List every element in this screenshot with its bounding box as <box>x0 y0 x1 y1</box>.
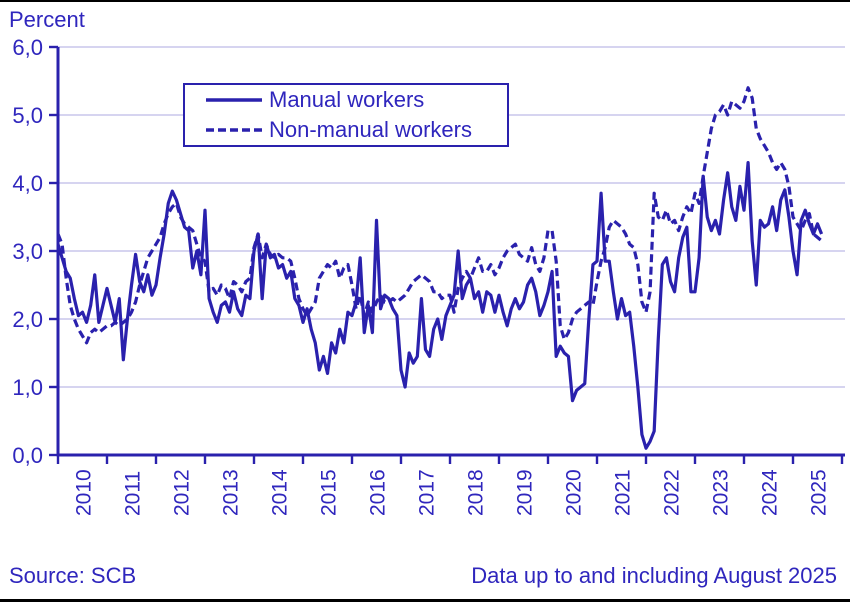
source-note: Source: SCB <box>9 563 137 588</box>
dashed-line-sample-icon <box>206 128 262 132</box>
manual-workers-line <box>56 161 824 450</box>
x-tick-label: 2013 <box>220 469 243 516</box>
y-axis-title: Percent <box>9 7 85 32</box>
y-tick-label: 1,0 <box>12 375 43 400</box>
x-tick-label: 2017 <box>416 469 439 516</box>
y-tick-label: 0,0 <box>12 443 43 468</box>
y-tick-label: 2,0 <box>12 307 43 332</box>
legend-box: Manual workers Non-manual workers <box>183 83 509 147</box>
legend-label-non-manual: Non-manual workers <box>269 117 472 142</box>
y-tick-label: 6,0 <box>12 35 43 60</box>
legend-label-manual: Manual workers <box>269 87 425 112</box>
x-tick-label: 2014 <box>269 469 292 516</box>
legend-item-manual: Manual workers <box>205 86 507 114</box>
x-tick-label: 2016 <box>367 469 390 516</box>
plot-area: 6,0 5,0 4,0 3,0 2,0 1,0 0,0 2010 2011 2012 2013 201… <box>0 2 850 542</box>
x-tick-label: 2025 <box>808 469 831 516</box>
x-tick-label: 2021 <box>612 469 635 516</box>
x-tick-label: 2022 <box>661 469 684 516</box>
solid-line-sample-icon <box>206 98 262 102</box>
x-tick-label: 2015 <box>318 469 341 516</box>
x-tick-label: 2011 <box>122 471 145 516</box>
data-coverage-note: Data up to and including August 2025 <box>471 563 837 588</box>
y-tick-label: 3,0 <box>12 239 43 264</box>
x-tick-label: 2018 <box>465 469 488 516</box>
legend-item-non-manual: Non-manual workers <box>205 116 507 144</box>
y-tick-label: 4,0 <box>12 171 43 196</box>
x-tick-label: 2012 <box>171 469 194 516</box>
x-tick-label: 2023 <box>710 469 733 516</box>
x-tick-label: 2020 <box>563 469 586 516</box>
wage-growth-chart: 6,0 5,0 4,0 3,0 2,0 1,0 0,0 2010 2011 2012 2013 201… <box>12 35 845 516</box>
y-tick-label: 5,0 <box>12 103 43 128</box>
x-tick-label: 2019 <box>514 469 537 516</box>
x-tick-label: 2010 <box>73 469 96 516</box>
non-manual-workers-line <box>56 86 823 345</box>
x-tick-label: 2024 <box>759 469 782 516</box>
